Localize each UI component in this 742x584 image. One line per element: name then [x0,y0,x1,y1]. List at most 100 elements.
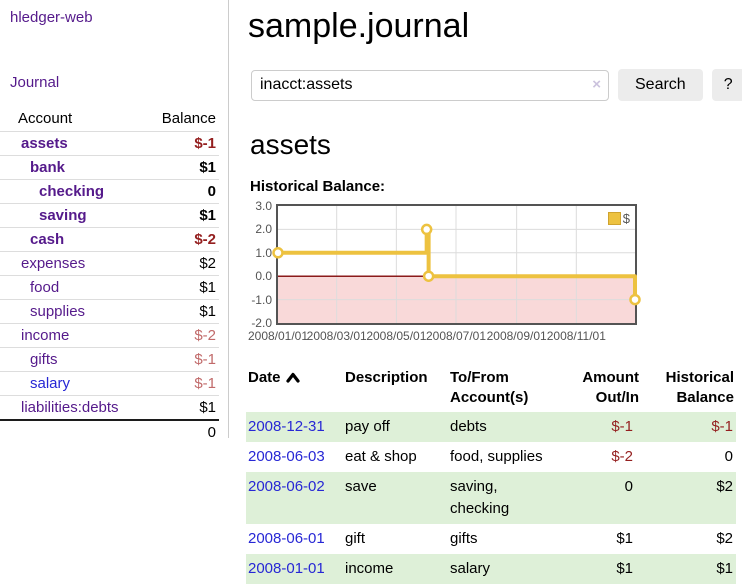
accounts-header-row: Account Balance [0,108,219,132]
register-row: 2008-01-01 income salary $1 $1 [246,554,736,584]
transaction-amount: $-1 [611,418,633,435]
account-balance: $1 [109,155,219,180]
legend-swatch-icon [607,212,621,225]
transaction-date-link[interactable]: 2008-06-01 [248,530,325,547]
sidebar: hledger-web Journal Account Balance asse… [0,0,229,444]
y-axis-tick-label: -1.0 [251,292,272,307]
chart-plot-area: $ [272,204,641,325]
account-row: bank $1 [0,155,219,180]
x-axis-tick-label: 2008/11/01 [546,329,606,343]
account-link[interactable]: saving [39,207,87,224]
account-link[interactable]: assets [21,135,68,152]
search-box: × [251,69,609,101]
x-axis-tick-label: 2008/07/01 [425,329,487,343]
chart-legend: $ [605,210,632,227]
account-row: liabilities:debts $1 [0,395,219,420]
account-row: cash $-2 [0,227,219,252]
legend-label: $ [622,211,630,226]
transaction-date-link[interactable]: 2008-06-03 [248,448,325,465]
transaction-description: save [345,478,377,495]
account-balance: $-1 [109,347,219,372]
y-axis-tick-label: 3.0 [255,199,272,213]
transaction-amount: 0 [624,478,633,495]
register-header-balance: Historical Balance [665,369,734,406]
transaction-description: income [345,560,394,577]
register-row: 2008-12-31 pay off debts $-1 $-1 [246,412,736,442]
register-header-row: Date Description To/From Account(s) Amount Ou… [246,364,736,412]
search-form: × Search ? [251,69,742,101]
account-row: salary $-1 [0,371,219,396]
transaction-amount: $-2 [611,448,633,465]
account-balance: $-2 [109,323,219,348]
transaction-amount: $1 [616,530,633,547]
search-button[interactable]: Search [618,69,703,101]
transaction-date-link[interactable]: 2008-12-31 [248,418,325,435]
sidebar-nav: Journal [10,74,228,91]
account-link[interactable]: checking [39,183,105,200]
account-balance: $-1 [109,131,219,156]
account-link[interactable]: food [30,279,60,296]
account-balance: $2 [109,251,219,276]
account-heading: assets [250,129,331,160]
transaction-description: pay off [345,418,390,435]
account-link[interactable]: liabilities:debts [21,399,119,416]
account-balance: 0 [109,179,219,204]
y-axis-tick-label: 0.0 [255,269,272,284]
account-link[interactable]: salary [30,375,71,392]
nav-journal-link[interactable]: Journal [10,74,60,91]
x-axis-tick-label: 2008/05/01 [366,329,427,343]
account-row: checking 0 [0,179,219,204]
brand-link[interactable]: hledger-web [10,9,93,26]
transaction-accounts: saving, checking [450,478,510,517]
register-table: Date Description To/From Account(s) Amount Ou… [246,364,736,584]
account-row: assets $-1 [0,131,219,156]
balance-chart: $ 3.0 2.0 1.0 0.0 -1.0 -2.0 2008/01/01 2008/03/… [246,199,741,343]
transaction-balance: $2 [716,530,733,547]
register-row: 2008-06-03 eat & shop food, supplies $-2 0 [246,442,736,472]
accounts-total-row: 0 [0,419,219,444]
x-axis-tick-label: 2008/03/01 [306,329,367,343]
main-content: sample.journal × Search ? assets Histori… [229,0,742,584]
account-link[interactable]: gifts [30,351,58,368]
account-balance: $1 [109,395,219,420]
transaction-description: gift [345,530,366,547]
account-row: gifts $-1 [0,347,219,372]
help-button[interactable]: ? [711,69,742,101]
y-axis-tick-label: -2.0 [251,316,272,330]
register-header-accounts: To/From Account(s) [450,369,529,406]
account-link[interactable]: cash [30,231,65,248]
account-row: saving $1 [0,203,219,228]
transaction-accounts: food, supplies [450,448,543,465]
sort-ascending-icon [285,369,300,389]
transaction-balance: $-1 [711,418,733,435]
y-axis-tick-label: 2.0 [255,222,272,237]
transaction-accounts: salary [450,560,491,577]
account-balance: $-2 [109,227,219,252]
accounts-header-account: Account [18,110,73,127]
account-link[interactable]: supplies [30,303,86,320]
transaction-date-link[interactable]: 2008-01-01 [248,560,325,577]
register-header-amount: Amount Out/In [582,369,639,406]
search-input[interactable] [251,69,609,101]
account-row: expenses $2 [0,251,219,276]
transaction-description: eat & shop [345,448,417,465]
transaction-balance: $1 [716,560,733,577]
chart-title: Historical Balance: [250,178,386,195]
transaction-accounts: gifts [450,530,478,547]
account-link[interactable]: income [21,327,70,344]
clear-search-icon[interactable]: × [592,75,601,93]
account-link[interactable]: expenses [21,255,86,272]
accounts-table: Account Balance assets $-1 bank $1 checking 0… [0,108,219,444]
transaction-balance: 0 [724,448,733,465]
x-axis-tick-label: 2008/09/01 [486,329,547,343]
account-link[interactable]: bank [30,159,66,176]
register-row: 2008-06-02 save saving, checking 0 $2 [246,472,736,524]
transaction-date-link[interactable]: 2008-06-02 [248,478,325,495]
register-header-date[interactable]: Date [246,364,343,412]
account-balance: $-1 [109,371,219,396]
account-balance: $1 [109,275,219,300]
y-axis-tick-label: 1.0 [255,245,272,260]
x-axis-tick-label: 2008/01/01 [247,329,309,343]
register-header-description: Description [345,369,428,386]
